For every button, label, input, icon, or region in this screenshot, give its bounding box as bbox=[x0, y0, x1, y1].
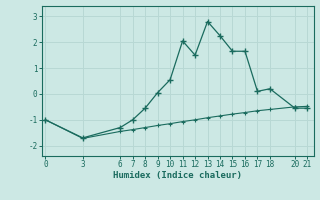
X-axis label: Humidex (Indice chaleur): Humidex (Indice chaleur) bbox=[113, 171, 242, 180]
